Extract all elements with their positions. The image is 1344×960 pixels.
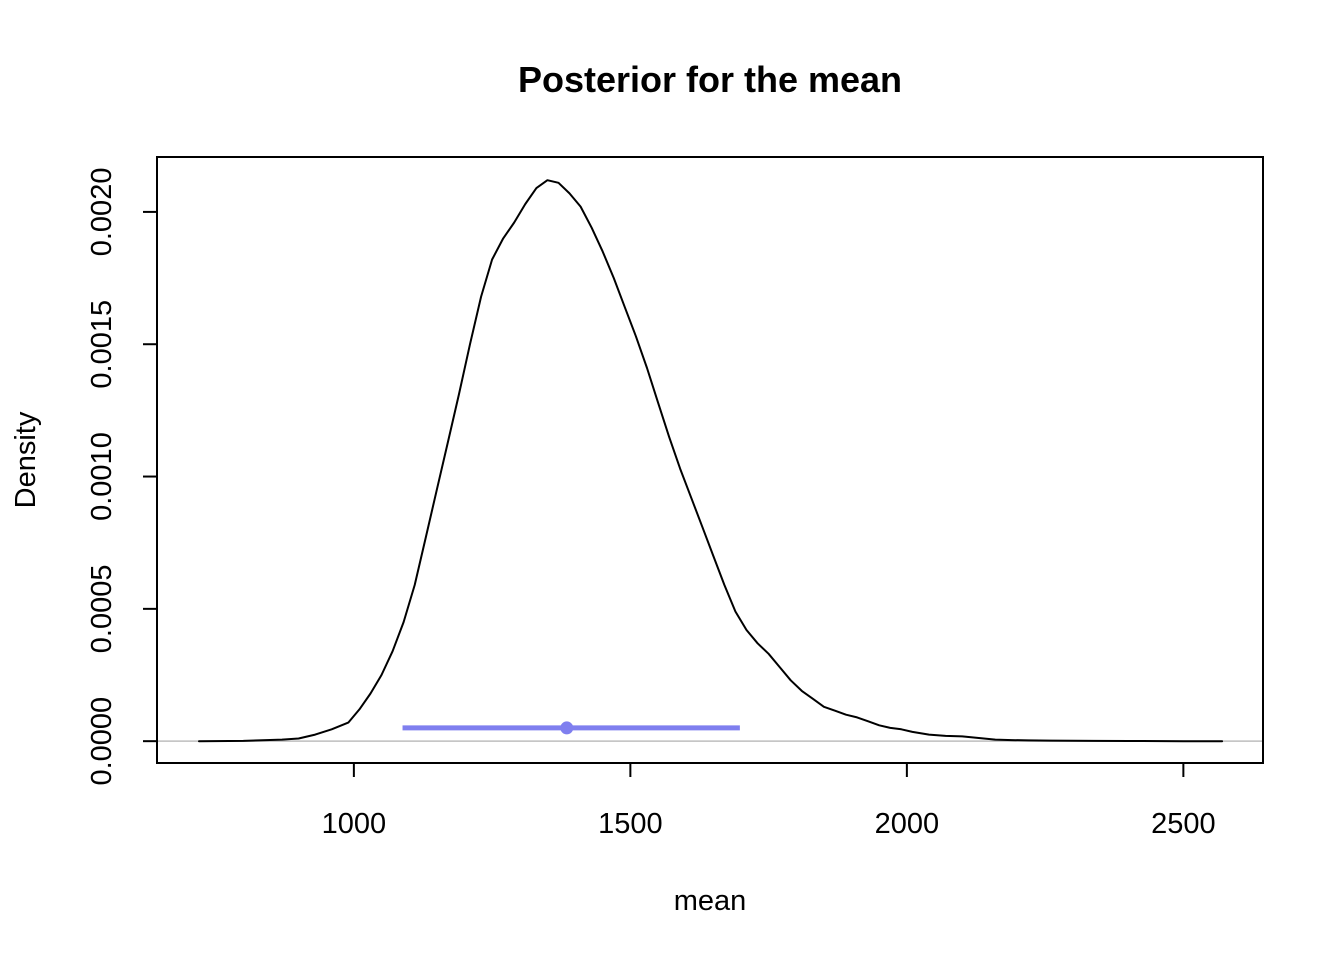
y-tick-label: 0.0005 [86, 565, 118, 654]
x-tick-label: 1000 [322, 808, 387, 840]
interval-layer [402, 721, 740, 735]
density-curve-layer [198, 179, 1224, 743]
density-curve-0 [198, 179, 1224, 743]
x-axis: 1000 1500 2000 2500 [322, 762, 1216, 840]
x-tick-label: 2500 [1151, 808, 1216, 840]
y-axis: 0.0000 0.0005 0.0010 0.0015 0.0020 [86, 168, 158, 786]
point-estimate-marker [560, 721, 574, 735]
x-tick-label: 2000 [875, 808, 940, 840]
y-axis-label: Density [10, 411, 42, 508]
x-axis-label: mean [674, 885, 747, 917]
x-tick-label: 1500 [598, 808, 663, 840]
y-tick-label: 0.0015 [86, 300, 118, 389]
chart-title: Posterior for the mean [518, 59, 902, 100]
y-tick-label: 0.0020 [86, 168, 118, 257]
y-tick-label: 0.0000 [86, 697, 118, 786]
y-tick-label: 0.0010 [86, 432, 118, 521]
